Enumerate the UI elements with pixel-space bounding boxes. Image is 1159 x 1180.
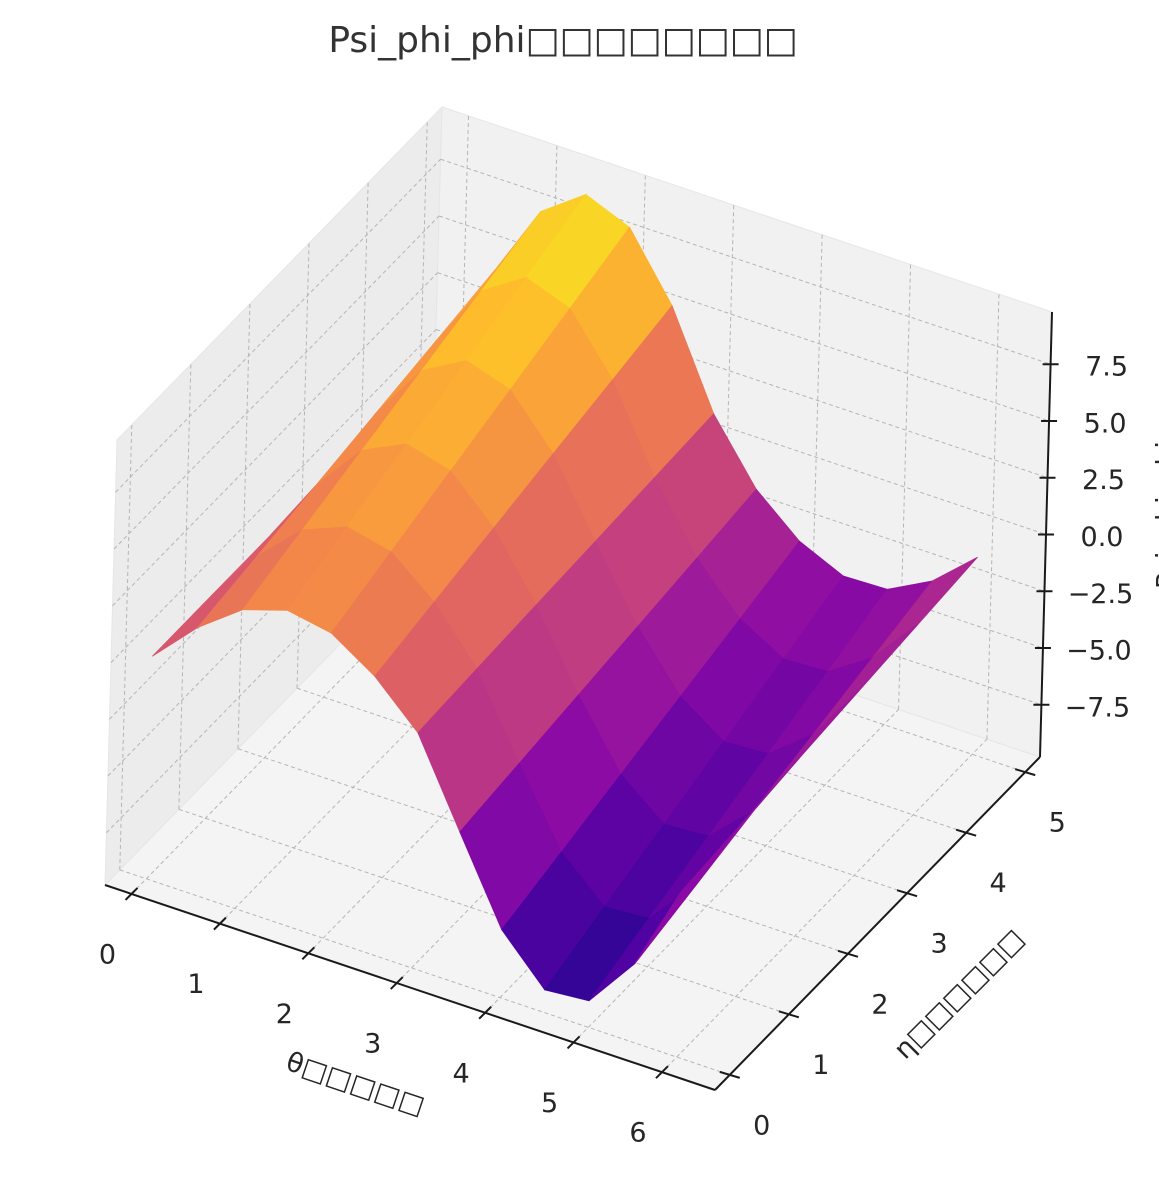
chart-title: Psi_phi_phi□□□□□□□□ bbox=[328, 20, 797, 61]
y-axis-label: η□□□□□□ bbox=[888, 923, 1030, 1065]
grid-line bbox=[661, 738, 988, 1073]
grid-line bbox=[115, 158, 441, 493]
grid-line bbox=[110, 329, 437, 663]
grid-line bbox=[112, 272, 438, 607]
grid-line bbox=[440, 158, 1051, 365]
x-axis-label: θ□□□□□ bbox=[282, 1046, 428, 1121]
z-axis-label: Psi_phi_phi bbox=[1152, 441, 1159, 589]
x-tick-label: 1 bbox=[187, 969, 204, 1000]
y-tick-label: 0 bbox=[753, 1110, 770, 1141]
grid-line bbox=[178, 808, 790, 1015]
x-tick-label: 2 bbox=[276, 999, 293, 1030]
z-tick-label: −7.5 bbox=[1065, 692, 1131, 723]
y-tick-label: 3 bbox=[930, 929, 947, 960]
z-tick-label: 7.5 bbox=[1085, 352, 1128, 383]
x-axis bbox=[104, 884, 716, 1091]
z-tick-label: 0.0 bbox=[1081, 522, 1124, 553]
grid-line bbox=[237, 748, 849, 955]
z-axis bbox=[1039, 311, 1053, 758]
y-tick-label: 1 bbox=[812, 1050, 829, 1081]
y-tick-label: 5 bbox=[1049, 808, 1066, 839]
x-tick-label: 6 bbox=[629, 1118, 646, 1149]
grid-line bbox=[119, 869, 730, 1076]
y-tick-label: 4 bbox=[990, 868, 1007, 899]
grid-line bbox=[573, 709, 899, 1043]
z-tick-label: −2.5 bbox=[1068, 579, 1134, 610]
x-tick-label: 5 bbox=[541, 1088, 558, 1119]
grid-line bbox=[296, 687, 908, 894]
y-axis bbox=[714, 756, 1041, 1091]
x-tick-label: 0 bbox=[99, 939, 116, 970]
z-tick-label: 2.5 bbox=[1082, 465, 1125, 496]
x-tick-label: 3 bbox=[364, 1029, 381, 1060]
y-tick-label: 2 bbox=[871, 989, 888, 1020]
z-tick-label: 5.0 bbox=[1084, 408, 1127, 439]
grid-line bbox=[113, 215, 440, 550]
z-tick-label: −5.0 bbox=[1066, 636, 1132, 667]
x-tick-label: 4 bbox=[453, 1058, 470, 1089]
surface-patch bbox=[634, 824, 741, 965]
